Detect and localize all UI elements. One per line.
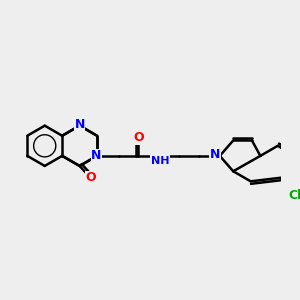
Text: N: N: [210, 148, 220, 161]
Text: N: N: [91, 149, 102, 162]
Text: N: N: [74, 118, 85, 131]
Text: Cl: Cl: [289, 189, 300, 202]
Text: O: O: [133, 131, 144, 144]
Text: O: O: [85, 172, 96, 184]
Text: NH: NH: [151, 156, 169, 166]
